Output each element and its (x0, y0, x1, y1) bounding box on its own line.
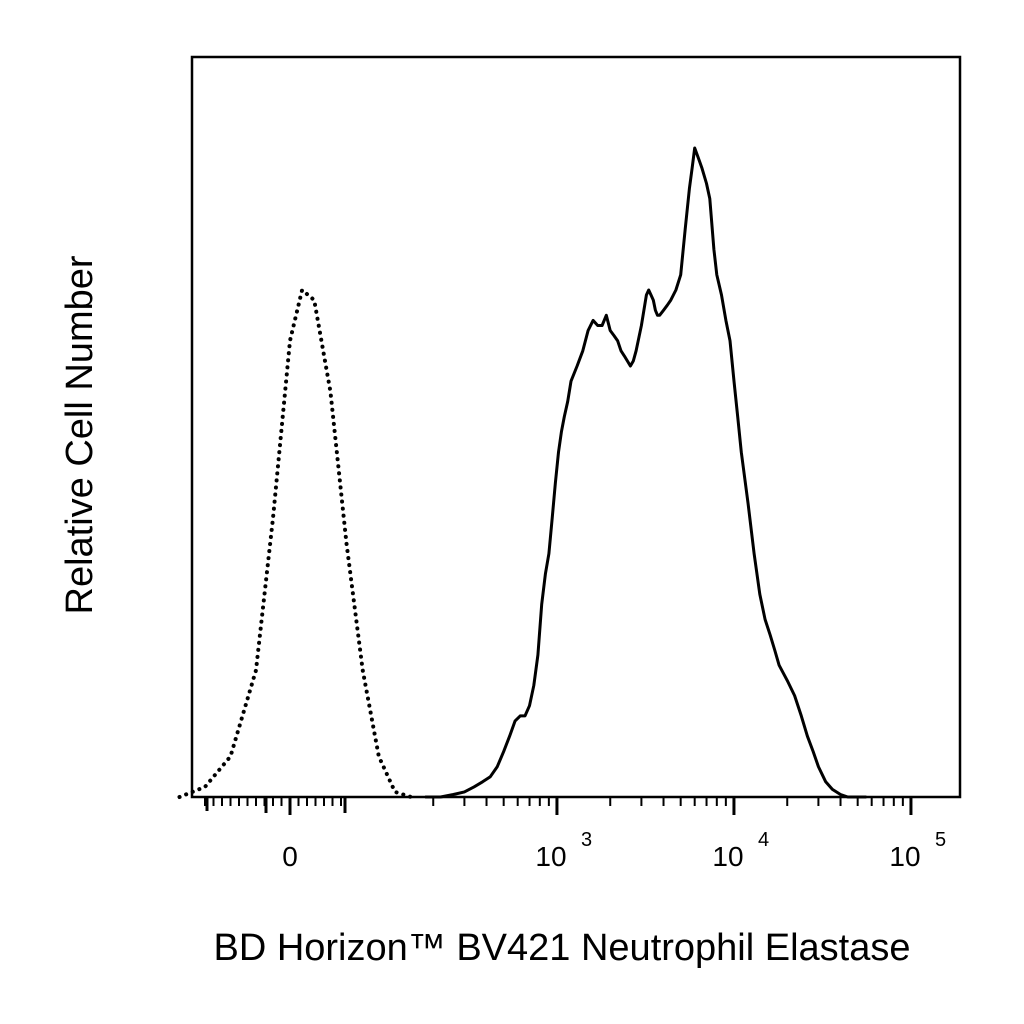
x-tick-exponent: 5 (935, 829, 946, 851)
plot-frame (190, 55, 962, 799)
x-axis-ticks (204, 797, 913, 815)
isotype-control-series-line (177, 288, 414, 799)
series-group (177, 146, 867, 799)
x-tick-label: 10 (889, 841, 920, 872)
x-tick-label: 10 (535, 841, 566, 872)
x-axis-label: BD Horizon™ BV421 Neutrophil Elastase (213, 927, 910, 969)
x-axis-tick-labels: 0 10 3 10 4 10 5 (282, 829, 946, 872)
x-tick-label: 10 (712, 841, 743, 872)
stained-series-line (425, 146, 867, 799)
x-tick-label: 0 (282, 841, 298, 872)
x-tick-exponent: 4 (758, 829, 769, 851)
y-axis-label: Relative Cell Number (59, 255, 101, 614)
x-tick-exponent: 3 (581, 829, 592, 851)
